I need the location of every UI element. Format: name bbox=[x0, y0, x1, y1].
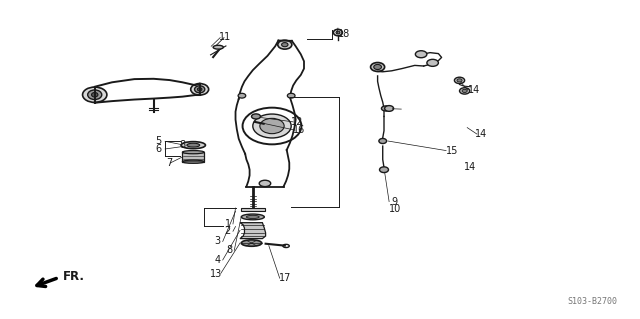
Ellipse shape bbox=[182, 160, 204, 163]
Ellipse shape bbox=[246, 215, 259, 219]
Ellipse shape bbox=[457, 79, 462, 82]
Ellipse shape bbox=[260, 118, 284, 134]
Ellipse shape bbox=[181, 142, 205, 149]
Ellipse shape bbox=[241, 240, 262, 246]
Text: 14: 14 bbox=[467, 85, 480, 95]
Ellipse shape bbox=[371, 63, 385, 71]
Text: 14: 14 bbox=[464, 161, 477, 172]
Ellipse shape bbox=[385, 106, 394, 111]
Polygon shape bbox=[240, 223, 266, 239]
Text: 7: 7 bbox=[166, 158, 173, 168]
Text: 10: 10 bbox=[388, 204, 401, 214]
Text: 1: 1 bbox=[225, 219, 231, 229]
Text: 3: 3 bbox=[214, 236, 221, 247]
Ellipse shape bbox=[427, 59, 438, 66]
Ellipse shape bbox=[187, 143, 200, 147]
Text: 9: 9 bbox=[392, 197, 398, 207]
Bar bbox=[182, 152, 204, 162]
Text: 2: 2 bbox=[225, 226, 231, 236]
Text: 16: 16 bbox=[293, 125, 306, 135]
Ellipse shape bbox=[213, 45, 223, 49]
Text: 4: 4 bbox=[214, 255, 221, 265]
Ellipse shape bbox=[282, 43, 288, 47]
Text: 14: 14 bbox=[475, 129, 488, 139]
Text: S103-B2700: S103-B2700 bbox=[568, 297, 618, 306]
Ellipse shape bbox=[415, 51, 427, 58]
Text: 18: 18 bbox=[337, 29, 350, 39]
Ellipse shape bbox=[197, 88, 202, 91]
Ellipse shape bbox=[380, 167, 388, 173]
Ellipse shape bbox=[182, 151, 204, 154]
Text: 6: 6 bbox=[156, 144, 162, 154]
Text: 12: 12 bbox=[291, 117, 304, 127]
Ellipse shape bbox=[92, 93, 98, 97]
Text: 11: 11 bbox=[219, 32, 232, 42]
Ellipse shape bbox=[238, 93, 246, 98]
Ellipse shape bbox=[374, 64, 381, 70]
Ellipse shape bbox=[462, 89, 467, 93]
Ellipse shape bbox=[253, 114, 291, 138]
Ellipse shape bbox=[195, 86, 205, 93]
Ellipse shape bbox=[259, 180, 271, 187]
Text: 15: 15 bbox=[445, 145, 458, 156]
Ellipse shape bbox=[278, 40, 292, 49]
Text: 13: 13 bbox=[209, 269, 222, 279]
Ellipse shape bbox=[241, 214, 264, 220]
Bar bbox=[241, 208, 265, 211]
Text: 8: 8 bbox=[179, 140, 186, 150]
Ellipse shape bbox=[381, 106, 390, 111]
Ellipse shape bbox=[252, 114, 260, 119]
Text: FR.: FR. bbox=[63, 270, 84, 283]
Ellipse shape bbox=[379, 138, 387, 144]
Ellipse shape bbox=[454, 77, 465, 84]
Text: 17: 17 bbox=[278, 273, 291, 283]
Text: 8: 8 bbox=[226, 245, 232, 256]
Ellipse shape bbox=[287, 93, 295, 98]
Ellipse shape bbox=[460, 88, 470, 94]
Ellipse shape bbox=[191, 84, 209, 95]
Ellipse shape bbox=[88, 90, 102, 100]
Ellipse shape bbox=[336, 31, 340, 34]
Text: 5: 5 bbox=[156, 136, 162, 146]
Ellipse shape bbox=[83, 87, 107, 102]
